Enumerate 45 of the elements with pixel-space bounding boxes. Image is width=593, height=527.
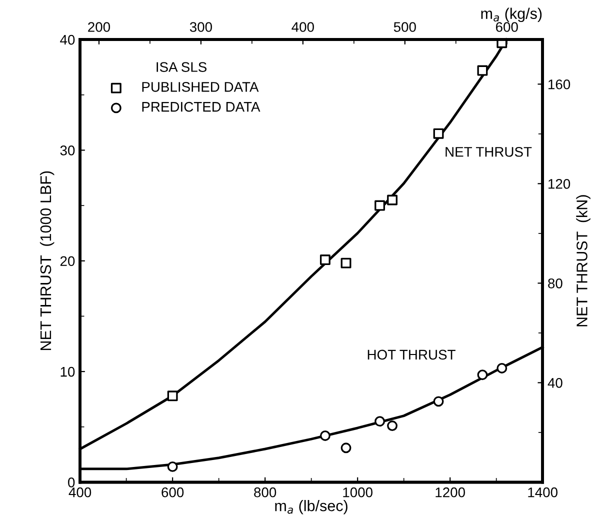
x-tick-label: 1200 xyxy=(436,487,465,498)
x2-tick-label: 500 xyxy=(394,22,416,32)
point xyxy=(477,370,488,380)
point xyxy=(340,258,352,268)
point xyxy=(320,430,330,441)
point xyxy=(433,396,444,407)
x-tick-label: 600 xyxy=(162,487,184,498)
point xyxy=(496,40,508,48)
y-tick-label: 30 xyxy=(60,146,75,156)
x-tick-label: 400 xyxy=(68,487,92,498)
series-label: NET THRUST xyxy=(446,146,532,157)
point xyxy=(167,461,178,472)
y-axis-title: NET THRUST (1000 LBF) xyxy=(40,171,54,350)
y2-tick-label: 80 xyxy=(548,278,562,288)
y2-tick-label: 120 xyxy=(548,178,570,189)
y2-tick-label: 160 xyxy=(548,79,570,90)
point xyxy=(374,416,386,427)
y-tick-label: 20 xyxy=(60,256,75,266)
x2-tick-label: 600 xyxy=(496,22,518,32)
point xyxy=(340,442,352,454)
point xyxy=(496,362,508,374)
point xyxy=(320,254,330,265)
y2-axis-title: NET THRUST (kN) xyxy=(576,195,590,326)
point xyxy=(433,128,444,139)
x-axis-title: m$_{a}$ (lb/sec) xyxy=(275,500,348,514)
point xyxy=(477,65,488,76)
y2-tick-label: 40 xyxy=(548,378,562,388)
y-tick-label: 40 xyxy=(60,34,75,45)
x-tick-label: 1000 xyxy=(343,487,372,498)
y-tick-label: 10 xyxy=(60,366,75,377)
x-tick-label: 800 xyxy=(254,487,276,498)
x2-axis-title: m$_{a}$ (kg/s) xyxy=(481,8,542,22)
legend-label: PREDICTED DATA xyxy=(142,102,260,112)
x-tick-label: 1400 xyxy=(528,487,558,498)
point xyxy=(387,420,398,431)
legend-title: ISA SLS xyxy=(156,62,207,72)
legend-label: PUBLISHED DATA xyxy=(142,82,259,92)
point xyxy=(167,390,178,402)
text: HOT THRUST xyxy=(368,350,456,360)
x2-tick-label: 200 xyxy=(88,22,110,32)
x2-tick-label: 400 xyxy=(292,22,314,32)
x2-tick-label: 300 xyxy=(190,22,212,32)
y-tick-label: 0 xyxy=(68,478,75,488)
point xyxy=(374,200,386,211)
point xyxy=(387,194,398,206)
